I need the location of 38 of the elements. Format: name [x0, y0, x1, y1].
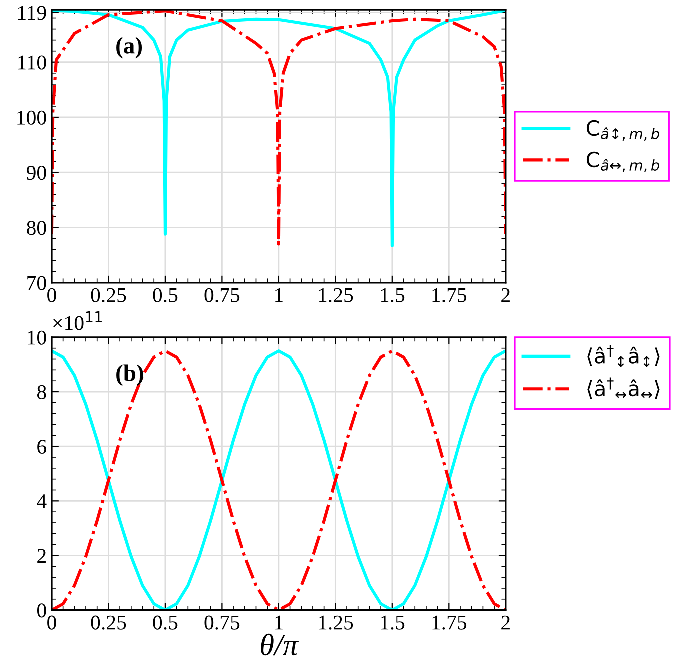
- legend-label: ⟨â$^{†}$$_{↔}$â$_{↔}$⟩: [588, 378, 660, 400]
- legend-label: C$_{â↔,m,b}$: [586, 152, 660, 172]
- y-tick-label: 80: [27, 221, 46, 236]
- x-axis-title: θ/π: [261, 634, 300, 656]
- x-tick-label: 0.25: [91, 616, 126, 630]
- x-tick-label: 2: [502, 616, 510, 630]
- y-tick-label: 4: [37, 494, 47, 508]
- y-tick-label: 70: [28, 276, 46, 290]
- legend-label: C$_{â↕,m,b}$: [586, 120, 660, 141]
- x-tick-label: 1.25: [319, 288, 354, 302]
- y-tick-label: 10: [28, 330, 46, 345]
- x-tick-label: 0.75: [204, 616, 240, 630]
- x-tick-label: 1.25: [319, 616, 354, 630]
- annotation: (a): [116, 37, 142, 59]
- x-tick-label: 0: [48, 616, 56, 630]
- y-tick-label: 110: [18, 56, 46, 70]
- y-tick-label: 6: [38, 440, 46, 454]
- x-tick-label: 1.5: [381, 616, 405, 630]
- y-tick-label: 119: [18, 6, 46, 20]
- x-tick-label: 1: [276, 616, 283, 630]
- x-tick-label: 1: [276, 288, 283, 302]
- x-tick-label: 1.75: [432, 288, 467, 302]
- y-tick-label: 90: [26, 166, 46, 180]
- annotation: (b): [116, 364, 144, 386]
- y-tick-label: 8: [37, 385, 46, 400]
- x-tick-label: 0.5: [153, 288, 178, 302]
- x-tick-label: 0: [48, 288, 56, 302]
- y-tick-label: 100: [18, 110, 46, 125]
- y-tick-label: 2: [38, 549, 46, 563]
- x-tick-label: 1.5: [381, 288, 405, 302]
- text: ×10$^{11}$: [54, 312, 102, 330]
- x-tick-label: 0.5: [153, 616, 178, 630]
- x-tick-label: 0.75: [204, 288, 240, 302]
- legend-label: ⟨â$^{†}$$_{↕}$â$_{↕}$⟩: [588, 344, 660, 368]
- x-tick-label: 2: [502, 288, 510, 302]
- x-tick-label: 1.75: [432, 616, 467, 630]
- x-tick-label: 0.25: [91, 288, 126, 302]
- y-tick-label: 0: [37, 604, 46, 618]
